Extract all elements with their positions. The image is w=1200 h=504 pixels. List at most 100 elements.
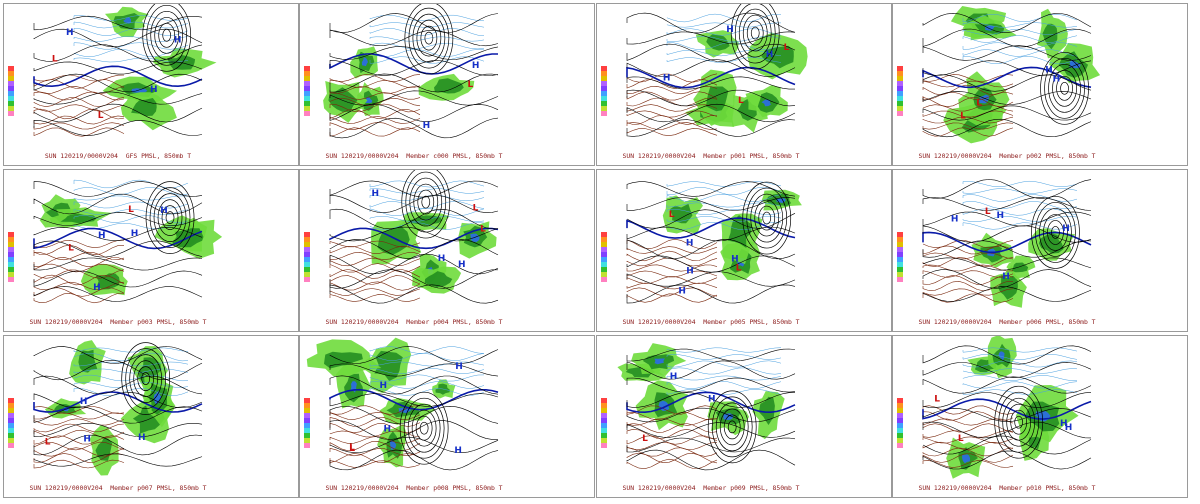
high-pressure-marker: H xyxy=(472,61,480,71)
color-scale-legend xyxy=(304,66,310,116)
high-pressure-marker: H xyxy=(455,362,463,372)
map-caption: SUN 120219/0000V204 Member p002 PMSL, 85… xyxy=(918,152,1096,160)
low-pressure-marker: L xyxy=(960,112,966,122)
map-caption: SUN 120219/0000V204 Member c000 PMSL, 85… xyxy=(325,152,503,160)
high-pressure-marker: H xyxy=(1062,224,1070,234)
map-caption: SUN 120219/0000V204 GFS PMSL, 850mb T xyxy=(44,152,192,160)
color-scale-legend xyxy=(601,398,607,448)
color-scale-legend xyxy=(601,66,607,116)
high-pressure-marker: H xyxy=(83,434,91,444)
low-pressure-marker: L xyxy=(738,96,744,106)
high-pressure-marker: H xyxy=(1045,65,1053,75)
map-image: HH LL xyxy=(922,6,1101,144)
map-image: H H H L L xyxy=(329,170,499,310)
map-panel-4: H H L L SUN 120219/0000V204 Member p002 PMSL… xyxy=(892,3,1188,166)
high-pressure-marker: H xyxy=(150,85,158,95)
map-image: HHL xyxy=(617,340,796,476)
high-pressure-marker: H xyxy=(1002,272,1010,282)
map-caption: SUN 120219/0000V204 Member p003 PMSL, 85… xyxy=(29,318,207,326)
high-pressure-marker: H xyxy=(379,381,387,391)
map-panel-9: H H H L SUN 120219/0000V204 Member p007 PMSL… xyxy=(3,335,299,498)
high-pressure-marker: H xyxy=(1053,75,1061,85)
high-pressure-marker: H xyxy=(383,425,391,435)
map-caption: SUN 120219/0000V204 Member p009 PMSL, 85… xyxy=(622,484,800,492)
map-panel-6: H H H L L SUN 120219/0000V204 Member p004 PMS… xyxy=(299,169,595,332)
map-image: H H H L xyxy=(33,340,203,476)
high-pressure-marker: H xyxy=(686,266,694,276)
map-panel-10: H H H H L L SUN 120219/0000V204 Member p008 PM… xyxy=(299,335,595,498)
color-scale-legend xyxy=(8,398,14,448)
map-panel-7: H H H H L L SUN 120219/0000V204 Member p005 PM… xyxy=(596,169,892,332)
low-pressure-marker: L xyxy=(985,207,991,217)
high-pressure-marker: H xyxy=(138,433,146,443)
low-pressure-marker: L xyxy=(473,204,479,214)
high-pressure-marker: H xyxy=(766,50,774,60)
high-pressure-marker: H xyxy=(951,215,959,225)
map-panel-1: H H H L L SUN 120219/0000V204 GFS PMSL, 850mb… xyxy=(3,3,299,166)
high-pressure-marker: H xyxy=(454,446,462,456)
high-pressure-marker: H xyxy=(1060,419,1068,429)
high-pressure-marker: H xyxy=(997,211,1005,221)
color-scale-legend xyxy=(897,232,903,282)
map-image: H H H L L xyxy=(33,4,217,144)
low-pressure-marker: L xyxy=(98,111,104,121)
high-pressure-marker: H xyxy=(1065,423,1073,433)
map-panel-8: H H H H L SUN 120219/0000V204 Member p006 PMS… xyxy=(892,169,1188,332)
high-pressure-marker: H xyxy=(423,121,431,131)
low-pressure-marker: L xyxy=(349,443,355,453)
low-pressure-marker: L xyxy=(480,225,486,235)
high-pressure-marker: H xyxy=(458,260,466,270)
map-image: HHL xyxy=(323,4,499,144)
color-scale-legend xyxy=(897,398,903,448)
map-caption: SUN 120219/0000V204 Member p007 PMSL, 85… xyxy=(29,484,207,492)
map-panel-5: H H H H L L SUN 120219/0000V204 Member p003 PM… xyxy=(3,169,299,332)
high-pressure-marker: H xyxy=(160,206,168,216)
map-panel-3: H H H L L SUN 120219/0000V204 Member p001 PMS… xyxy=(596,3,892,166)
color-scale-legend xyxy=(304,398,310,448)
low-pressure-marker: L xyxy=(52,54,58,64)
low-pressure-marker: L xyxy=(976,99,982,109)
high-pressure-marker: H xyxy=(678,287,686,297)
map-image: H H H H L L xyxy=(33,174,223,310)
low-pressure-marker: L xyxy=(958,434,964,444)
high-pressure-marker: H xyxy=(726,25,734,35)
low-pressure-marker: L xyxy=(45,437,51,447)
map-caption: SUN 120219/0000V204 Member p010 PMSL, 85… xyxy=(918,484,1096,492)
high-pressure-marker: H xyxy=(731,255,739,265)
low-pressure-marker: L xyxy=(736,263,742,273)
high-pressure-marker: H xyxy=(686,238,694,248)
low-pressure-marker: L xyxy=(669,210,675,220)
map-caption: SUN 120219/0000V204 Member p001 PMSL, 85… xyxy=(622,152,800,160)
high-pressure-marker: H xyxy=(131,229,139,239)
high-pressure-marker: H xyxy=(438,254,446,264)
high-pressure-marker: H xyxy=(670,372,678,382)
map-caption: SUN 120219/0000V204 Member p008 PMSL, 85… xyxy=(325,484,503,492)
high-pressure-marker: H xyxy=(80,397,88,407)
color-scale-legend xyxy=(897,66,903,116)
low-pressure-marker: L xyxy=(468,80,474,90)
map-panel-12: H H L L SUN 120219/0000V204 Member p010 PMSL… xyxy=(892,335,1188,498)
high-pressure-marker: H xyxy=(174,36,182,46)
low-pressure-marker: L xyxy=(349,444,355,454)
high-pressure-marker: H xyxy=(93,283,101,293)
map-caption: SUN 120219/0000V204 Member p004 PMSL, 85… xyxy=(325,318,503,326)
high-pressure-marker: H xyxy=(66,28,74,38)
high-pressure-marker: H xyxy=(98,231,106,241)
low-pressure-marker: L xyxy=(934,394,940,404)
low-pressure-marker: L xyxy=(642,434,648,444)
low-pressure-marker: L xyxy=(784,43,790,53)
low-pressure-marker: L xyxy=(68,244,74,254)
color-scale-legend xyxy=(304,232,310,282)
high-pressure-marker: H xyxy=(663,74,671,84)
color-scale-legend xyxy=(601,232,607,282)
map-panel-11: H H L SUN 120219/0000V204 Member p009 PMSL,… xyxy=(596,335,892,498)
low-pressure-marker: L xyxy=(128,205,134,215)
color-scale-legend xyxy=(8,66,14,116)
map-image: HH L L xyxy=(922,336,1092,479)
high-pressure-marker: H xyxy=(372,189,380,199)
